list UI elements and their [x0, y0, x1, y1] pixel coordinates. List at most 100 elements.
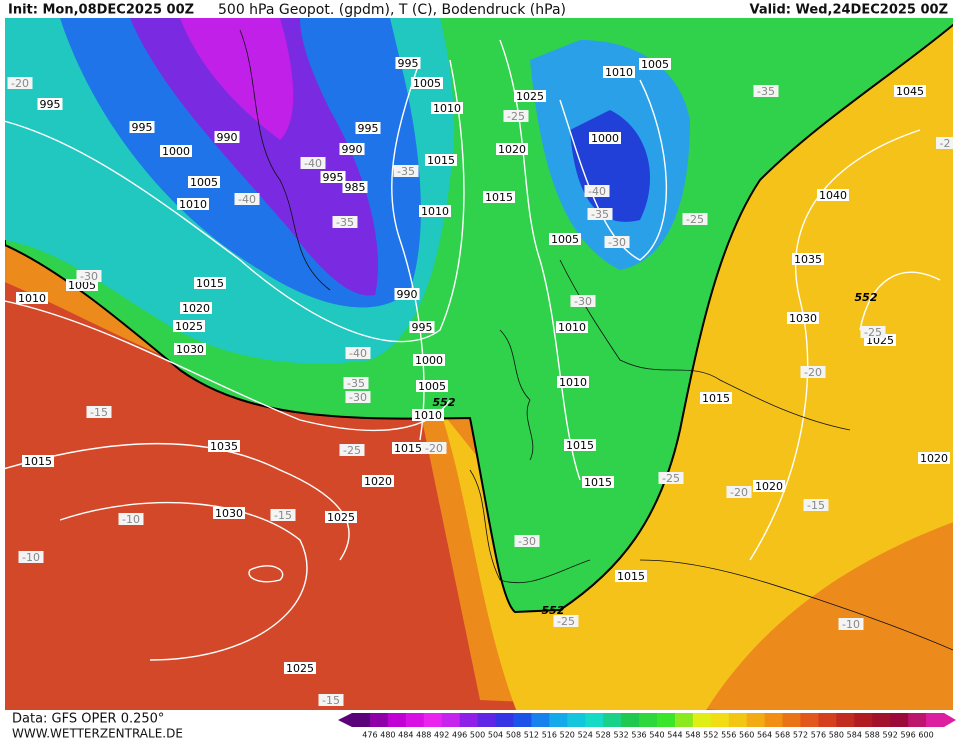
- colorbar: 476 480 484 488 492 496 500 504 508 512 516 520 524 5…: [338, 713, 956, 740]
- pressure-label: 995: [40, 98, 61, 111]
- colorbar-swatch: [549, 713, 568, 727]
- pressure-label: 995: [412, 321, 433, 334]
- colorbar-swatch: [639, 713, 658, 727]
- purple-field: [130, 18, 378, 296]
- colorbar-swatch: [513, 713, 532, 727]
- temperature-label: -30: [608, 236, 626, 249]
- pressure-label-box: [362, 475, 394, 487]
- pressure-label-box: [177, 198, 209, 210]
- colorbar-label: 496: [452, 731, 467, 740]
- temperature-label-box: [86, 406, 112, 418]
- temperature-label-box: [553, 615, 579, 627]
- colorbar-swatch: [800, 713, 819, 727]
- colorbar-swatch: [352, 713, 371, 727]
- pressure-label-box: [817, 189, 849, 201]
- temperature-label: -20: [804, 366, 822, 379]
- colorbar-label: 508: [506, 731, 521, 740]
- colorbar-label: 532: [613, 731, 628, 740]
- temperature-label-box: [393, 165, 419, 177]
- pressure-label: 1010: [605, 66, 633, 79]
- temperature-label-box: [570, 295, 596, 307]
- temperature-label: -20: [730, 486, 748, 499]
- pressure-label: 1010: [421, 205, 449, 218]
- colorbar-swatch: [764, 713, 784, 727]
- coastline: [639, 559, 953, 651]
- colorbar-swatch: [477, 713, 497, 727]
- colorbar-label: 596: [900, 731, 915, 740]
- colorbar-swatch: [908, 713, 927, 727]
- pressure-label-box: [320, 171, 346, 183]
- temperature-label-box: [604, 236, 630, 248]
- pressure-label: 1045: [896, 85, 924, 98]
- pressure-label: 1015: [702, 392, 730, 405]
- pressure-label: 1015: [584, 476, 612, 489]
- temperature-label: -2: [940, 137, 951, 150]
- pressure-label: 1010: [433, 102, 461, 115]
- colorbar-swatch: [692, 713, 712, 727]
- pressure-label: 1005: [190, 176, 218, 189]
- temperature-label: -30: [349, 391, 367, 404]
- colorbar-label: 552: [703, 731, 718, 740]
- pressure-label-box: [355, 122, 381, 134]
- pressure-label-box: [22, 455, 54, 467]
- colorbar-label: 516: [542, 731, 557, 740]
- pressure-label-box: [753, 480, 785, 492]
- pressure-label-box: [787, 312, 819, 324]
- website: WWW.WETTERZENTRALE.DE: [12, 727, 183, 741]
- pressure-label: 1000: [415, 354, 443, 367]
- colorbar-swatch: [656, 713, 676, 727]
- pressure-label: 1000: [591, 132, 619, 145]
- temperature-label-box: [584, 185, 610, 197]
- temperature-label-box: [838, 618, 864, 630]
- isobar: [5, 442, 350, 561]
- pressure-label-box: [129, 121, 155, 133]
- temperature-label-box: [318, 694, 344, 706]
- colorbar-swatch: [531, 713, 550, 727]
- pressure-label: 1005: [413, 77, 441, 90]
- pressure-label: 1025: [175, 320, 203, 333]
- temperature-label: -25: [662, 472, 680, 485]
- pressure-label-box: [394, 288, 420, 300]
- temperature-label: -40: [349, 347, 367, 360]
- pressure-label: 1025: [516, 90, 544, 103]
- pressure-label-box: [582, 476, 614, 488]
- colorbar-label: 540: [649, 731, 664, 740]
- colorbar-label: 492: [434, 731, 449, 740]
- temperature-label-box: [339, 444, 365, 456]
- temperature-label-box: [332, 216, 358, 228]
- pressure-label: 1005: [641, 58, 669, 71]
- pressure-label-box: [615, 570, 647, 582]
- pressure-label: 1015: [566, 439, 594, 452]
- pressure-label: 1010: [558, 321, 586, 334]
- temperature-label-box: [345, 347, 371, 359]
- pressure-label: 1020: [182, 302, 210, 315]
- colorbar-label: 512: [524, 731, 539, 740]
- temperature-label-box: [682, 213, 708, 225]
- pressure-label-box: [416, 380, 448, 392]
- pressure-label: 995: [358, 122, 379, 135]
- colorbar-label: 524: [578, 731, 593, 740]
- temperature-label-box: [753, 85, 779, 97]
- colorbar-arrow-left: [338, 713, 352, 727]
- pressure-label: 1010: [18, 292, 46, 305]
- temperature-label: -30: [80, 270, 98, 283]
- temperature-label-box: [76, 270, 102, 282]
- colorbar-swatch: [441, 713, 461, 727]
- isobar: [5, 59, 465, 343]
- temperature-label-box: [726, 486, 752, 498]
- pressure-label: 1020: [755, 480, 783, 493]
- pressure-label-box: [160, 145, 192, 157]
- pressure-label: 990: [217, 131, 238, 144]
- colorbar-label: 500: [470, 731, 485, 740]
- pressure-label: 985: [345, 181, 366, 194]
- colorbar-label: 560: [739, 731, 754, 740]
- colorbar-label: 504: [488, 731, 503, 740]
- temperature-label: -35: [397, 165, 415, 178]
- pressure-label-box: [557, 376, 589, 388]
- isobar: [59, 501, 308, 661]
- colorbar-label: 476: [362, 731, 377, 740]
- pressure-label-box: [792, 253, 824, 265]
- colorbar-label: 580: [829, 731, 844, 740]
- colorbar-swatch: [746, 713, 766, 727]
- colorbar-swatch: [459, 713, 479, 727]
